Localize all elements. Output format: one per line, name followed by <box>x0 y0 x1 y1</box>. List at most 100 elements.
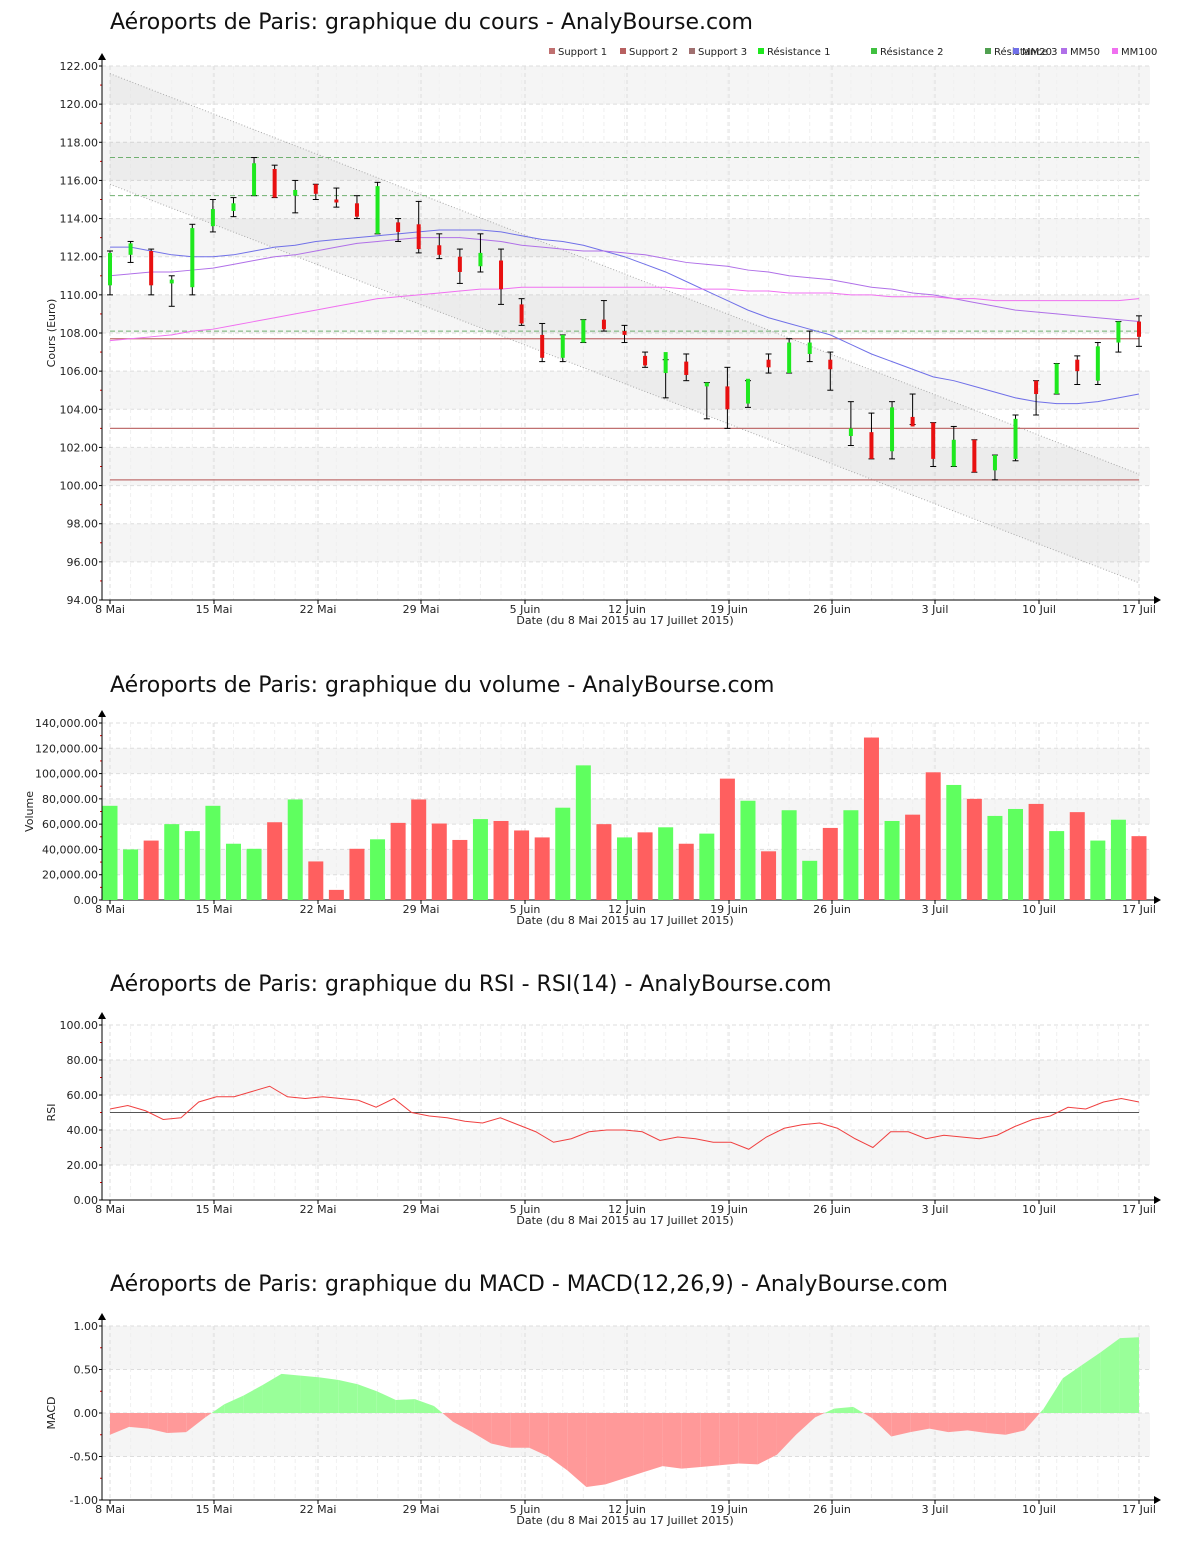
candle-body <box>581 319 586 343</box>
macd-area <box>548 1413 568 1471</box>
volume-bar <box>1110 819 1126 900</box>
volume-bar <box>287 799 303 900</box>
candle-body <box>396 222 401 232</box>
candle <box>209 199 216 233</box>
y-axis-label: RSI <box>45 1104 58 1122</box>
x-axis-label: Date (du 8 Mai 2015 au 17 Juillet 2015) <box>516 1514 733 1527</box>
y-tick-label: 1.00 <box>74 1320 99 1333</box>
macd-area <box>757 1413 777 1465</box>
y-tick-label: 120,000.00 <box>35 742 98 755</box>
volume-bar <box>905 814 921 900</box>
volume-bar <box>1049 831 1065 900</box>
volume-bar <box>123 849 139 900</box>
volume-bar <box>246 848 262 900</box>
legend-item: MM20 <box>1013 47 1052 58</box>
candle-body <box>931 422 936 459</box>
macd-area <box>700 1413 720 1467</box>
y-tick-label: 140,000.00 <box>35 717 98 730</box>
x-axis-arrow-icon <box>1154 596 1161 604</box>
macd-area <box>948 1413 968 1433</box>
macd-area <box>834 1406 854 1413</box>
candle-body <box>992 455 997 471</box>
legend-item: MM50 <box>1061 47 1100 58</box>
legend-item: Résistance 3 <box>985 46 1057 58</box>
macd-area <box>643 1413 663 1473</box>
volume-bar <box>617 837 632 900</box>
x-tick-label: 3 Juil <box>922 1203 949 1216</box>
volume-bar <box>370 839 386 900</box>
macd-area <box>1043 1378 1063 1413</box>
y-tick-label: 100.00 <box>60 480 99 493</box>
candle <box>724 366 731 429</box>
candle-body <box>704 382 709 387</box>
y-tick-label: 120.00 <box>60 98 99 111</box>
x-tick-label: 8 Mai <box>95 903 125 916</box>
x-tick-label: 29 Mai <box>403 903 440 916</box>
candle <box>456 248 463 284</box>
macd-area <box>824 1408 835 1413</box>
legend-label: Résistance 2 <box>880 46 943 58</box>
y-tick-label: 100,000.00 <box>35 768 98 781</box>
candle <box>251 157 258 197</box>
y-tick-label: -1.00 <box>70 1494 98 1507</box>
grid-band <box>102 1326 1150 1370</box>
x-tick-label: 22 Mai <box>300 603 337 616</box>
legend-swatch-icon <box>1112 48 1118 54</box>
x-tick-label: 3 Juil <box>922 903 949 916</box>
macd-area <box>853 1406 864 1413</box>
macd-area <box>262 1373 282 1413</box>
volume-bar <box>493 820 509 900</box>
legend-item: Résistance 2 <box>871 46 943 58</box>
x-axis-arrow-icon <box>1154 1196 1161 1204</box>
volume-bar <box>164 824 180 900</box>
candle-body <box>601 319 606 330</box>
macd-area <box>491 1413 511 1448</box>
x-tick-label: 19 Juin <box>710 903 748 916</box>
volume-bar <box>328 889 344 900</box>
x-tick-label: 26 Juin <box>813 603 851 616</box>
candle <box>292 179 299 214</box>
candle <box>580 319 587 344</box>
x-tick-label: 8 Mai <box>95 603 125 616</box>
y-tick-label: 20.00 <box>67 1159 99 1172</box>
candle <box>333 187 340 208</box>
y-tick-label: 110.00 <box>60 289 99 302</box>
candle-body <box>478 252 483 267</box>
x-tick-label: 29 Mai <box>403 603 440 616</box>
grid-band <box>102 1060 1150 1095</box>
candle-body <box>1054 363 1059 395</box>
x-tick-label: 26 Juin <box>813 1503 851 1516</box>
legend-item: Support 3 <box>689 47 747 58</box>
y-axis-label: Cours (Euro) <box>45 299 58 368</box>
x-axis-arrow-icon <box>1154 896 1161 904</box>
candle-body <box>457 256 462 272</box>
candle <box>168 275 175 307</box>
x-tick-label: 22 Mai <box>300 1503 337 1516</box>
candle <box>806 330 813 363</box>
rsi-line <box>109 1085 1140 1150</box>
trend-channel-upper <box>109 73 1140 475</box>
candle-body <box>828 359 833 370</box>
volume-bar <box>761 851 777 900</box>
candle-body <box>1013 418 1018 459</box>
macd-area <box>1119 1337 1139 1413</box>
x-tick-label: 5 Juin <box>510 603 541 616</box>
candle <box>786 338 793 374</box>
macd-area <box>243 1385 263 1413</box>
candle-body <box>890 407 895 452</box>
volume-bar <box>678 843 694 900</box>
macd-area <box>662 1413 682 1469</box>
volume-bar <box>946 784 962 900</box>
grid-band <box>102 371 1150 410</box>
x-tick-label: 26 Juin <box>813 1203 851 1216</box>
volume-bar <box>349 848 365 900</box>
candle <box>189 223 196 296</box>
grid-band <box>102 142 1150 181</box>
volume-bar <box>637 832 653 900</box>
y-axis-arrow-icon <box>98 53 106 60</box>
price-chart: 94.00 96.00 98.00 100.00 102.00 104.00 106.00 1… <box>45 46 1161 627</box>
macd-area <box>910 1413 930 1433</box>
y-axis-arrow-icon <box>98 1012 106 1019</box>
y-tick-label: 80.00 <box>67 1054 99 1067</box>
volume-bar <box>1131 836 1147 900</box>
